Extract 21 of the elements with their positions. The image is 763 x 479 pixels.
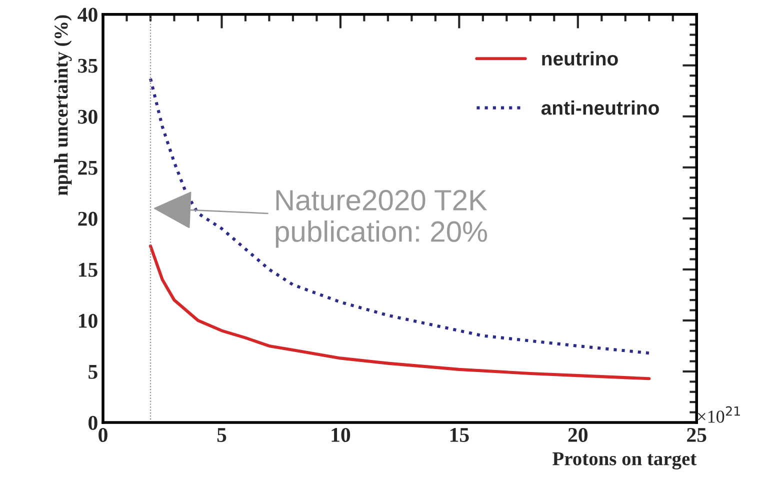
y-tick-label: 5	[88, 365, 98, 379]
x-axis-title: Protons on target	[552, 452, 697, 470]
legend-label: neutrino	[542, 51, 618, 66]
y-tick-label: 10	[78, 314, 98, 328]
x-tick-label: 20	[568, 428, 588, 442]
y-tick-label: 15	[78, 262, 98, 277]
y-tick-label: 20	[78, 212, 98, 226]
y-tick-label: 0	[88, 416, 98, 430]
text: ×10$^{21}$	[698, 406, 740, 423]
x-tick-label: 25	[687, 428, 706, 442]
y-tick-label: 40	[78, 8, 98, 22]
y-axis-title: npnh uncertainty (%)	[54, 15, 72, 196]
x-tick-label: 10	[332, 428, 350, 442]
x-tick-label: 5	[217, 428, 226, 442]
x-tick-label: 15	[450, 428, 469, 442]
legend-label: anti-neutrino	[541, 100, 659, 115]
x-tick-label: 0	[98, 428, 108, 442]
annotation: Nature2020 T2K publication: 20%	[276, 190, 488, 248]
y-tick-label: 35	[78, 58, 98, 73]
y-tick-label: 25	[78, 160, 98, 175]
y-tick-label: 30	[78, 110, 98, 124]
